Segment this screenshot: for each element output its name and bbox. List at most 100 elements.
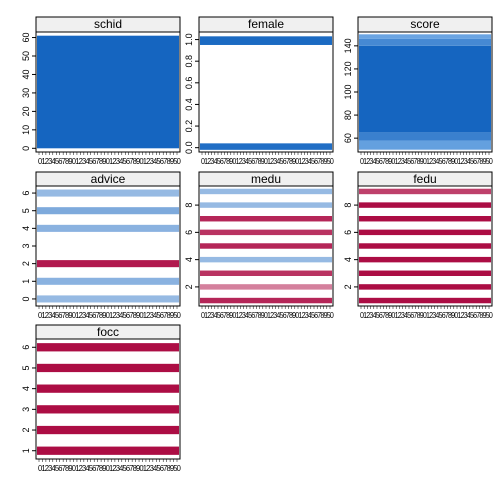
y-tick-label: 4	[343, 257, 353, 262]
y-tick-label: 2	[343, 284, 353, 289]
data-band	[359, 202, 491, 208]
panel-title: focc	[97, 325, 119, 339]
panel-title: fedu	[413, 172, 436, 186]
y-tick-label: 6	[21, 345, 31, 350]
data-band	[359, 270, 491, 276]
plot-frame	[35, 338, 181, 460]
y-tick-label: 5	[21, 365, 31, 370]
y-tick-label: 30	[21, 88, 31, 98]
data-band	[359, 256, 491, 263]
panel-medu: medu 2 4 6 8 01234567890123456789012345678901…	[184, 171, 335, 320]
y-tick-label: 4	[21, 226, 31, 231]
data-band	[200, 256, 332, 263]
data-band	[37, 405, 179, 414]
data-band	[37, 425, 179, 435]
data-band	[200, 202, 332, 208]
plot-frame	[198, 31, 334, 153]
panel-title: female	[248, 17, 284, 31]
y-tick-label: 0	[21, 146, 31, 151]
y-tick-label: 8	[343, 203, 353, 208]
data-band	[359, 140, 491, 150]
y-tick-label: 0	[21, 296, 31, 301]
y-tick-label: 10	[21, 125, 31, 135]
panel-title: advice	[91, 172, 126, 186]
data-band	[200, 216, 332, 222]
data-band	[200, 284, 332, 290]
y-tick-label: 1	[21, 279, 31, 284]
x-tick-labels: 0123456789012345678901234567890123456789…	[38, 157, 181, 166]
data-band	[37, 384, 179, 393]
y-tick-label: 6	[343, 230, 353, 235]
x-tick-labels: 0123456789012345678901234567890123456789…	[201, 311, 334, 320]
y-tick-label: 0.0	[184, 141, 194, 154]
y-tick-label: 3	[21, 407, 31, 412]
data-band	[37, 277, 179, 285]
data-band	[37, 207, 179, 215]
y-tick-label: 2	[21, 428, 31, 433]
data-band	[359, 297, 491, 304]
panel-title: score	[410, 17, 440, 31]
y-tick-label: 8	[184, 203, 194, 208]
data-band	[200, 143, 332, 150]
y-tick-label: 3	[21, 243, 31, 248]
y-tick-label: 140	[343, 38, 353, 53]
data-band	[359, 284, 491, 290]
y-tick-label: 0.8	[184, 55, 194, 68]
data-band	[37, 295, 179, 303]
data-band	[200, 188, 332, 195]
data-band	[359, 229, 491, 236]
data-band	[37, 260, 179, 268]
data-band	[200, 36, 332, 45]
x-tick-labels: 0123456789012345678901234567890123456789…	[360, 311, 493, 320]
data-band	[200, 270, 332, 276]
data-band	[359, 38, 491, 46]
data-band	[359, 132, 491, 141]
y-tick-label: 2	[21, 261, 31, 266]
y-tick-label: 100	[343, 84, 353, 99]
y-tick-label: 1.0	[184, 33, 194, 46]
data-band	[359, 188, 491, 195]
data-band	[359, 45, 491, 133]
panel-score: score 60 80 100 120 140 0123456789012345678901…	[343, 16, 494, 166]
y-tick-label: 20	[21, 106, 31, 116]
y-tick-label: 4	[184, 257, 194, 262]
y-tick-label: 0.4	[184, 98, 194, 111]
data-band	[37, 343, 179, 352]
x-tick-labels: 0123456789012345678901234567890123456789…	[38, 311, 181, 320]
x-tick-labels: 0123456789012345678901234567890123456789…	[38, 464, 181, 473]
data-band	[200, 243, 332, 249]
panel-fedu: fedu 2 4 6 8 01234567890123456789012345678901…	[343, 171, 494, 320]
data-band	[200, 229, 332, 236]
panel-female: female 0.0 0.2 0.4 0.6 0.8 1.0 0123456789012345…	[184, 16, 335, 166]
data-band	[200, 297, 332, 304]
panel-focc: focc 1 2 3 4 5 6 012345678901234567890123456789…	[21, 324, 182, 473]
y-tick-label: 60	[21, 33, 31, 43]
x-tick-labels: 0123456789012345678901234567890123456789…	[360, 157, 493, 166]
data-band	[359, 34, 491, 39]
data-band	[359, 243, 491, 249]
y-tick-label: 5	[21, 208, 31, 213]
panel-title: schid	[94, 17, 122, 31]
panel-schid: schid 0 10 20 30 40 50 60 0123456789012345678901…	[21, 16, 182, 166]
data-band	[37, 363, 179, 373]
data-band	[37, 446, 179, 455]
data-band	[37, 35, 179, 149]
data-band	[37, 224, 179, 232]
plot-frame	[35, 185, 181, 307]
panel-title: medu	[251, 172, 281, 186]
x-tick-labels: 0123456789012345678901234567890123456789…	[201, 157, 334, 166]
data-band	[359, 216, 491, 222]
y-tick-label: 0.6	[184, 77, 194, 90]
y-tick-label: 6	[184, 230, 194, 235]
y-tick-label: 0.2	[184, 120, 194, 133]
y-tick-label: 1	[21, 448, 31, 453]
data-band	[37, 189, 179, 197]
y-tick-label: 2	[184, 284, 194, 289]
y-tick-label: 40	[21, 69, 31, 79]
y-tick-label: 6	[21, 191, 31, 196]
y-tick-label: 50	[21, 51, 31, 61]
y-tick-label: 60	[343, 133, 353, 143]
y-tick-label: 4	[21, 386, 31, 391]
y-tick-label: 80	[343, 110, 353, 120]
